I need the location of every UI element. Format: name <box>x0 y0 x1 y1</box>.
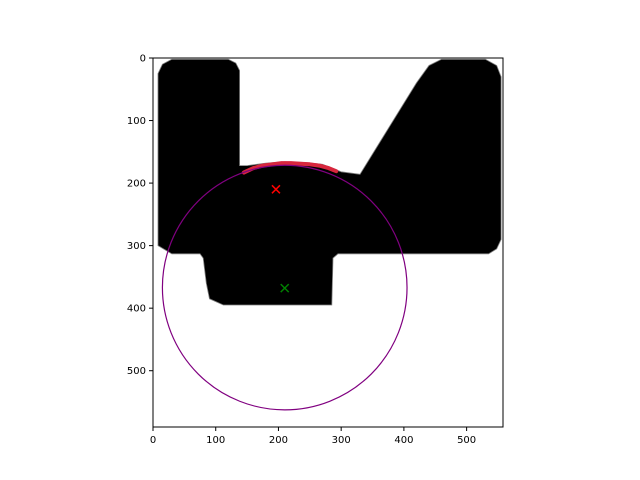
x-axis: 0 100 200 300 400 500 <box>150 427 476 446</box>
x-tick-label: 200 <box>269 435 288 446</box>
y-axis: 0 100 200 300 400 500 <box>127 54 153 377</box>
red-arc <box>241 161 339 175</box>
y-tick-label: 200 <box>127 179 146 190</box>
x-tick-label: 400 <box>394 435 413 446</box>
green-x-marker <box>280 283 290 293</box>
red-x-marker <box>271 184 281 194</box>
x-tick-label: 0 <box>150 435 156 446</box>
y-tick-label: 300 <box>127 241 146 252</box>
x-tick-label: 500 <box>457 435 476 446</box>
y-tick-label: 400 <box>127 304 146 315</box>
purple-circle <box>161 164 408 411</box>
black-shape <box>157 58 502 306</box>
y-tick-label: 100 <box>127 116 146 127</box>
y-tick-label: 500 <box>127 366 146 377</box>
x-tick-label: 300 <box>332 435 351 446</box>
y-tick-label: 0 <box>140 54 146 65</box>
x-tick-label: 100 <box>206 435 225 446</box>
axes-frame <box>152 57 504 428</box>
plot-area <box>157 58 502 411</box>
